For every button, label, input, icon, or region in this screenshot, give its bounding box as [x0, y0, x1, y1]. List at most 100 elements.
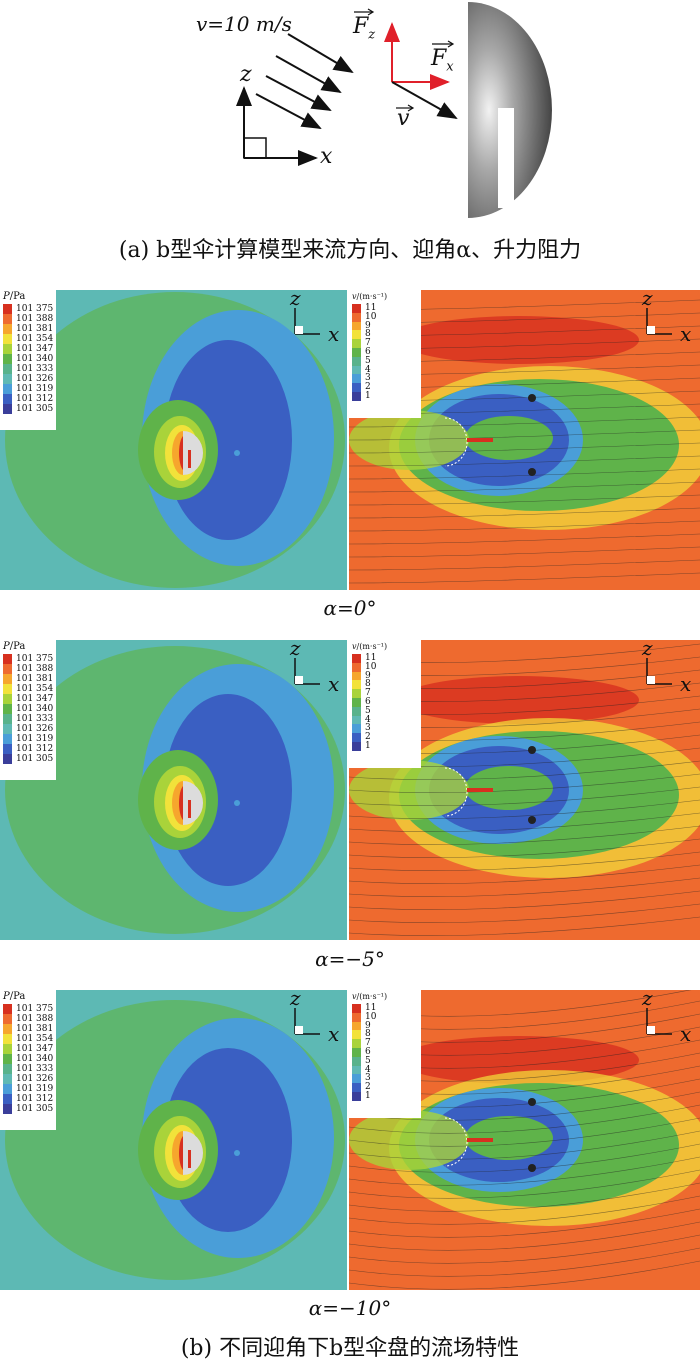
pressure-legend-entry: 101 326: [0, 1074, 56, 1084]
pressure-legend-entry: 101 388: [0, 314, 56, 324]
velocity-legend-entry: 3: [349, 724, 421, 734]
velocity-legend-entry: 6: [349, 698, 421, 707]
velocity-legend-entry: 8: [349, 330, 421, 340]
axis-x-label-a: x: [320, 144, 333, 169]
pressure-legend-title: P/Pa: [3, 291, 26, 302]
caption-b: (b) 不同迎角下b型伞盘的流场特性: [180, 1336, 520, 1361]
pressure-legend-entry: 101 340: [0, 704, 56, 714]
velocity-legend-entry: 7: [349, 339, 421, 348]
velocity-streamline-panel: [349, 290, 700, 590]
velocity-streamline-panel: [349, 640, 700, 940]
pressure-contours: [5, 646, 345, 934]
alpha-label-1: α=−5°: [315, 947, 385, 971]
caption-a: (a) b型伞计算模型来流方向、迎角α、升力阻力: [118, 238, 582, 263]
pressure-legend-entry: 101 312: [0, 744, 56, 754]
pressure-legend-entry: 101 333: [0, 714, 56, 724]
velocity-legend-entry: 10: [349, 312, 421, 322]
axis-z-label-a: z: [240, 62, 252, 87]
diagram-a: v=10 m/s z x Fz Fx v: [0, 0, 700, 225]
pressure-legend-entry: 101 333: [0, 364, 56, 374]
velocity-legend-entry: 5: [349, 1056, 421, 1066]
velocity-legend-entry: 9: [349, 671, 421, 681]
velocity-legend-entry: 9: [349, 321, 421, 331]
pressure-legend-entry: 101 312: [0, 1094, 56, 1104]
velocity-legend-entry: 7: [349, 1039, 421, 1048]
pressure-legend: P/Pa 101 375 101 388 101 381 101 354 101 347 1…: [0, 640, 56, 780]
axes-a: [236, 86, 318, 166]
pressure-legend-entry: 101 381: [0, 674, 56, 684]
pressure-legend-entry: 101 305: [0, 1104, 56, 1114]
velocity-axes: z x: [642, 636, 692, 696]
velocity-label: v=10 m/s: [196, 12, 292, 36]
pressure-legend-entry: 101 354: [0, 1034, 56, 1044]
pressure-legend-entry: 101 305: [0, 404, 56, 414]
pressure-legend-entry: 101 347: [0, 694, 56, 704]
velocity-axes: z x: [642, 286, 692, 346]
alpha-label-0: α=0°: [323, 596, 377, 620]
pressure-legend-entry: 101 312: [0, 394, 56, 404]
velocity-legend-entry: 4: [349, 715, 421, 725]
velocity-legend-title: v/(m·s⁻¹): [352, 642, 388, 651]
pressure-legend-entry: 101 381: [0, 1024, 56, 1034]
velocity-legend: v/(m·s⁻¹) 11 10 9 8 7 6 5 4 3 2 1: [349, 640, 421, 768]
velocity-legend-entry: 11: [349, 304, 421, 313]
velocity-legend-entry: 5: [349, 356, 421, 366]
pressure-axes: z x: [290, 286, 340, 346]
pressure-legend-entry: 101 319: [0, 384, 56, 394]
velocity-legend-title: v/(m·s⁻¹): [352, 992, 388, 1001]
velocity-legend: v/(m·s⁻¹) 11 10 9 8 7 6 5 4 3 2 1: [349, 990, 421, 1118]
velocity-legend-entry: 8: [349, 680, 421, 690]
pressure-legend-entry: 101 381: [0, 324, 56, 334]
pressure-legend-entry: 101 375: [0, 304, 56, 314]
pressure-legend-entry: 101 340: [0, 1054, 56, 1064]
pressure-legend-entry: 101 333: [0, 1064, 56, 1074]
pressure-legend-entry: 101 340: [0, 354, 56, 364]
velocity-legend-entry: 2: [349, 383, 421, 392]
pressure-contour-panel: [0, 640, 347, 940]
pressure-legend-entry: 101 319: [0, 734, 56, 744]
velocity-legend-entry: 11: [349, 1004, 421, 1013]
velocity-field: [349, 640, 700, 940]
pressure-legend-entry: 101 305: [0, 754, 56, 764]
pressure-legend-entry: 101 375: [0, 1004, 56, 1014]
force-x-label: Fx: [431, 46, 454, 75]
flow-arrows: [255, 33, 354, 129]
velocity-legend-entry: 4: [349, 1065, 421, 1075]
force-z-label: Fz: [353, 14, 376, 43]
force-vectors: [384, 22, 458, 119]
pressure-axes: z x: [290, 986, 340, 1046]
pressure-legend-entry: 101 347: [0, 344, 56, 354]
velocity-legend-entry: 3: [349, 1074, 421, 1084]
velocity-legend-title: v/(m·s⁻¹): [352, 292, 388, 301]
pressure-legend-title: P/Pa: [3, 641, 26, 652]
velocity-legend: v/(m·s⁻¹) 11 10 9 8 7 6 5 4 3 2 1: [349, 290, 421, 418]
pressure-legend-entry: 101 388: [0, 664, 56, 674]
velocity-legend-entry: 1: [349, 742, 421, 751]
velocity-legend-entry: 7: [349, 689, 421, 698]
pressure-legend-entry: 101 388: [0, 1014, 56, 1024]
pressure-legend-entry: 101 319: [0, 1084, 56, 1094]
pressure-legend-entry: 101 347: [0, 1044, 56, 1054]
parachute-canopy: [468, 2, 552, 218]
velocity-field: [349, 990, 700, 1290]
alpha-label-2: α=−10°: [308, 1296, 392, 1320]
pressure-legend-entry: 101 354: [0, 334, 56, 344]
pressure-legend-entry: 101 326: [0, 374, 56, 384]
pressure-contour-panel: [0, 990, 347, 1290]
velocity-legend-entry: 4: [349, 365, 421, 375]
velocity-legend-entry: 8: [349, 1030, 421, 1040]
pressure-axes: z x: [290, 636, 340, 696]
velocity-legend-entry: 5: [349, 706, 421, 716]
pressure-legend-entry: 101 326: [0, 724, 56, 734]
velocity-legend-entry: 10: [349, 1012, 421, 1022]
velocity-legend-entry: 10: [349, 662, 421, 672]
velocity-legend-entry: 6: [349, 348, 421, 357]
velocity-legend-entry: 2: [349, 1083, 421, 1092]
pressure-contours: [5, 292, 345, 588]
pressure-contour-panel: [0, 290, 347, 590]
velocity-field: [349, 290, 700, 590]
diagram-a-svg: [236, 2, 552, 218]
velocity-legend-entry: 9: [349, 1021, 421, 1031]
pressure-legend: P/Pa 101 375 101 388 101 381 101 354 101 347 1…: [0, 990, 56, 1130]
pressure-legend-entry: 101 375: [0, 654, 56, 664]
